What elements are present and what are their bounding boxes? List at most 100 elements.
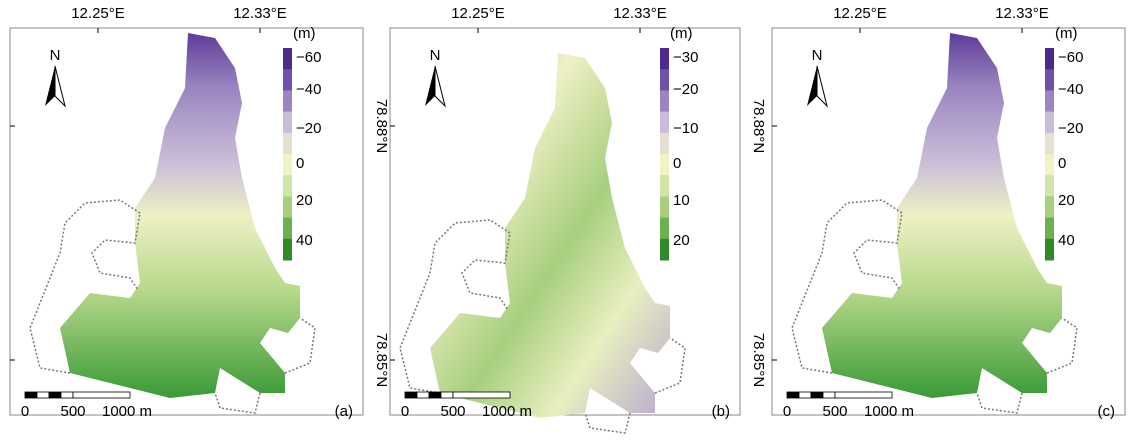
longitude-label: 12.33°E <box>995 5 1049 22</box>
colorbar-band <box>1045 69 1054 91</box>
longitude-label: 12.33°E <box>613 5 667 22</box>
colorbar-band <box>660 90 669 113</box>
colorbar-band <box>283 238 292 261</box>
colorbar-tick-label: −40 <box>296 81 321 98</box>
scale-bar-segment <box>60 391 74 399</box>
colorbar-band <box>283 48 292 70</box>
panel-label: (b) <box>712 403 730 420</box>
panel-label: (c) <box>1098 403 1116 420</box>
scale-bar-segment <box>834 391 893 399</box>
colorbar-band <box>660 48 669 70</box>
scale-bar-label: 500 <box>440 403 465 420</box>
colorbar-band <box>283 196 292 219</box>
colorbar-band <box>660 238 669 261</box>
colorbar-band <box>1045 217 1054 240</box>
north-arrow <box>807 66 817 106</box>
scale-bar-label: 0 <box>21 403 29 420</box>
scale-bar-label: 500 <box>822 403 847 420</box>
colorbar-band <box>283 175 292 197</box>
north-arrow <box>54 65 66 108</box>
scale-bar-segment <box>452 391 511 399</box>
scale-bar-segment <box>440 391 454 399</box>
colorbar-band <box>283 217 292 240</box>
colorbar-unit: (m) <box>670 25 693 42</box>
colorbar-tick-label: 10 <box>673 192 690 209</box>
scale-bar-label: 1000 m <box>482 403 532 420</box>
scale-bar-segment <box>36 391 50 399</box>
longitude-label: 12.25°E <box>833 5 887 22</box>
colorbar-band <box>283 69 292 91</box>
colorbar-band <box>1045 175 1054 197</box>
colorbar-tick-label: 40 <box>296 232 313 249</box>
scale-bar-segment <box>798 391 812 399</box>
north-arrow <box>45 66 55 106</box>
scale-bar-segment <box>786 391 800 399</box>
scale-bar-segment <box>72 391 131 399</box>
colorbar-tick-label: −20 <box>1058 120 1083 137</box>
scale-bar-label: 0 <box>401 403 409 420</box>
colorbar-tick-label: −30 <box>673 49 698 66</box>
colorbar-tick-label: −60 <box>296 49 321 66</box>
colorbar-tick-label: 40 <box>1058 232 1075 249</box>
scale-bar-segment <box>416 391 430 399</box>
scale-bar-label: 0 <box>783 403 791 420</box>
north-label: N <box>812 47 823 64</box>
colorbar-band <box>660 111 669 134</box>
latitude-label: 78.88°N <box>373 99 390 153</box>
colorbar-tick-label: 20 <box>296 192 313 209</box>
map-panel: 12.25°E 12.33°E 78.88°N 78.85°N (m) −30 −20 −10… <box>389 5 767 434</box>
colorbar-band <box>660 154 669 176</box>
scale-bar-label: 1000 m <box>864 403 914 420</box>
colorbar-unit: (m) <box>293 25 316 42</box>
colorbar-band <box>660 217 669 240</box>
north-label: N <box>430 47 441 64</box>
longitude-label: 12.33°E <box>233 5 287 22</box>
scale-bar-segment <box>404 391 418 399</box>
north-label: N <box>50 47 61 64</box>
latitude-label: 78.88°N <box>750 99 767 153</box>
colorbar-band <box>660 175 669 197</box>
colorbar-tick-label: 0 <box>296 155 304 172</box>
longitude-label: 12.25°E <box>451 5 505 22</box>
colorbar-band <box>283 154 292 176</box>
latitude-label: 78.85°N <box>373 333 390 387</box>
colorbar-band <box>283 132 292 155</box>
scale-bar-segment <box>48 391 62 399</box>
colorbar-band <box>1045 48 1054 70</box>
colorbar-band <box>283 111 292 134</box>
scale-bar-segment <box>810 391 824 399</box>
north-arrow <box>425 66 435 106</box>
colorbar-band <box>660 132 669 155</box>
colorbar-band <box>660 69 669 91</box>
colorbar-band <box>1045 196 1054 219</box>
colorbar-unit: (m) <box>1055 25 1078 42</box>
latitude-label: 78.85°N <box>750 333 767 387</box>
colorbar-tick-label: 20 <box>673 232 690 249</box>
colorbar-band <box>283 90 292 113</box>
scale-bar-segment <box>822 391 836 399</box>
scale-bar-label: 500 <box>60 403 85 420</box>
colorbar-band <box>660 196 669 219</box>
map-panel: 12.25°E 12.33°E 78.88°N 78.85°N (m) −60 −40 −20… <box>9 5 390 420</box>
colorbar-tick-label: 20 <box>1058 192 1075 209</box>
colorbar-tick-label: −20 <box>296 120 321 137</box>
north-arrow <box>816 65 828 108</box>
longitude-label: 12.25°E <box>71 5 125 22</box>
colorbar-band <box>1045 154 1054 176</box>
scale-bar-segment <box>428 391 442 399</box>
panel-label: (a) <box>335 403 353 420</box>
colorbar-tick-label: 0 <box>673 155 681 172</box>
map-panel: 12.25°E12.33°E78.88°N78.85°N(m)−60−40−20… <box>771 5 1126 420</box>
scale-bar-label: 1000 m <box>102 403 152 420</box>
colorbar-tick-label: −10 <box>673 120 698 137</box>
colorbar-tick-label: 0 <box>1058 155 1066 172</box>
colorbar-band <box>1045 111 1054 134</box>
colorbar-tick-label: −60 <box>1058 49 1083 66</box>
colorbar-tick-label: −40 <box>1058 81 1083 98</box>
colorbar-tick-label: −20 <box>673 81 698 98</box>
scale-bar-segment <box>24 391 38 399</box>
north-arrow <box>434 65 446 108</box>
colorbar-band <box>1045 238 1054 261</box>
colorbar-band <box>1045 132 1054 155</box>
